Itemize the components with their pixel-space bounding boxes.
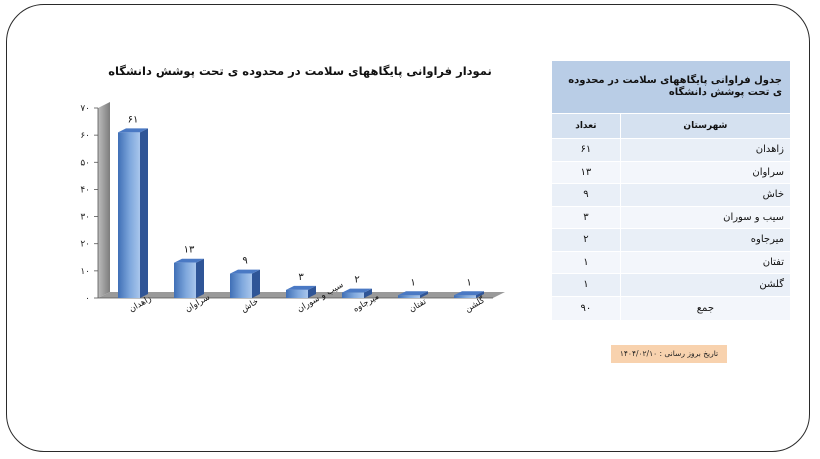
table-header-count: تعداد bbox=[551, 113, 621, 139]
update-date: تاریخ بروز رسانی : ۱۴۰۴/۰۲/۱۰ bbox=[611, 345, 727, 363]
row-city: گلشن bbox=[619, 273, 792, 297]
chart-side-wall bbox=[98, 102, 110, 298]
table-row: زاهدان ۶۱ bbox=[551, 138, 792, 162]
bar bbox=[342, 288, 372, 298]
y-tick-label: ۷۰ bbox=[80, 104, 90, 114]
bar-value-label: ۱ bbox=[410, 277, 415, 288]
bar-value-label: ۶۱ bbox=[128, 114, 139, 125]
table-row: سیب و سوران ۳ bbox=[551, 205, 792, 229]
chart-title: نمودار فراوانی پایگاههای سلامت در محدوده… bbox=[108, 64, 492, 78]
row-count: ۹ bbox=[551, 183, 621, 207]
y-tick-label: ۲۰ bbox=[80, 240, 90, 250]
bar-value-label: ۱ bbox=[466, 277, 471, 288]
y-tick-label: ۶۰ bbox=[80, 131, 90, 141]
bar-value-label: ۳ bbox=[298, 272, 304, 283]
bar bbox=[230, 269, 260, 298]
row-city: زاهدان bbox=[619, 138, 792, 162]
row-count: ۱ bbox=[551, 250, 621, 274]
frequency-table: جدول فراوانی پایگاههای سلامت در محدوده ی… bbox=[551, 60, 792, 321]
row-city: میرجاوه bbox=[619, 228, 792, 252]
row-count: ۱۳ bbox=[551, 160, 621, 184]
table-row: خاش ۹ bbox=[551, 183, 792, 207]
table-row: سراوان ۱۳ bbox=[551, 160, 792, 184]
y-tick-label: ۳۰ bbox=[80, 213, 90, 223]
table-header-city: شهرستان bbox=[619, 113, 792, 139]
table-row: گلشن ۱ bbox=[551, 273, 792, 297]
row-count: ۲ bbox=[551, 228, 621, 252]
total-label: جمع bbox=[619, 295, 792, 321]
bar bbox=[174, 258, 204, 298]
table-total-row: جمع ۹۰ bbox=[551, 295, 792, 321]
table-title: جدول فراوانی پایگاههای سلامت در محدوده ی… bbox=[551, 60, 791, 114]
bar bbox=[398, 291, 428, 298]
x-tick-label: خاش bbox=[240, 297, 261, 315]
y-tick-label: ۴۰ bbox=[80, 185, 90, 195]
row-city: تفتان bbox=[619, 250, 792, 274]
bar bbox=[454, 291, 484, 298]
y-tick-label: ۵۰ bbox=[80, 158, 90, 168]
table-row: میرجاوه ۲ bbox=[551, 228, 792, 252]
y-tick-label: ۱۰ bbox=[80, 267, 90, 277]
row-city: سیب و سوران bbox=[619, 205, 792, 229]
row-city: سراوان bbox=[619, 160, 792, 184]
row-city: خاش bbox=[619, 183, 792, 207]
row-count: ۱ bbox=[551, 273, 621, 297]
bar-value-label: ۱۳ bbox=[184, 245, 195, 256]
y-tick-label: ۰ bbox=[85, 294, 90, 304]
bar-value-label: ۹ bbox=[242, 256, 247, 267]
bar bbox=[118, 128, 148, 298]
x-tick-label: تفتان bbox=[408, 297, 429, 315]
bar-value-label: ۲ bbox=[354, 275, 359, 286]
total-value: ۹۰ bbox=[551, 295, 621, 321]
row-count: ۶۱ bbox=[551, 138, 621, 162]
bar bbox=[286, 285, 316, 298]
row-count: ۳ bbox=[551, 205, 621, 229]
table-row: تفتان ۱ bbox=[551, 250, 792, 274]
